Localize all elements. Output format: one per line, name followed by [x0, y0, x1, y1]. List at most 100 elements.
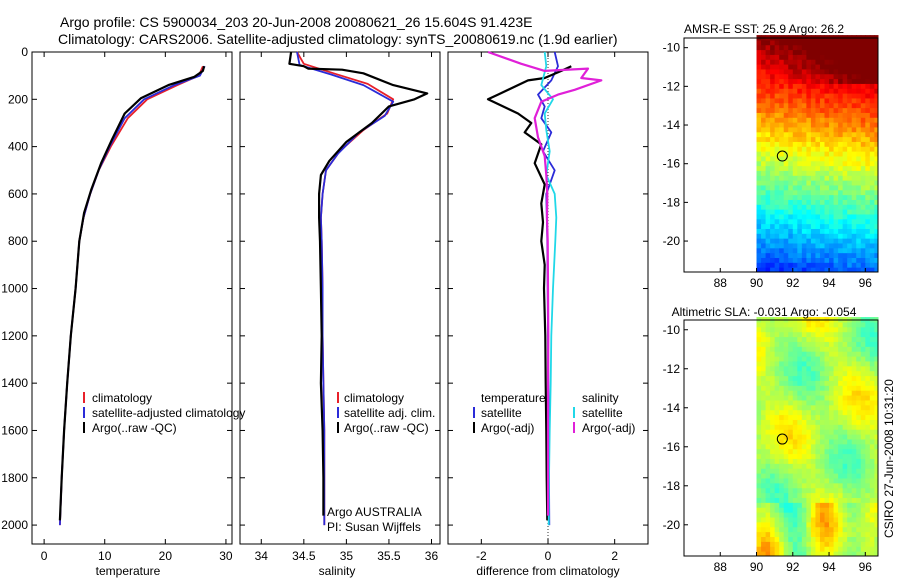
sla_map-cell: [824, 424, 830, 430]
sst_map-cell: [869, 218, 875, 225]
sst_map-cell: [774, 189, 780, 196]
sla_map-cell: [833, 346, 839, 352]
sst_map-cell: [779, 146, 785, 152]
sst_map-cell: [797, 102, 803, 109]
sst_map-cell: [756, 204, 762, 210]
sst_map-cell: [874, 83, 879, 89]
sst_map-cell: [756, 213, 762, 220]
sla_map-cell: [874, 390, 879, 396]
sst_map-cell: [806, 228, 812, 234]
sst_map-cell: [829, 223, 835, 229]
sla_map-cell: [761, 516, 767, 523]
sst_map-cell: [797, 194, 803, 200]
sla_map-cell: [833, 551, 839, 557]
sla_map-cell: [801, 448, 807, 455]
sla_map-cell: [806, 448, 812, 455]
sla_map-cell: [788, 551, 794, 557]
sst_map-cell: [774, 73, 780, 80]
sst_map-cell: [874, 59, 879, 65]
sst_map-cell: [761, 180, 767, 186]
sla_map-cell: [874, 536, 879, 542]
sla_map-cell: [761, 551, 767, 557]
sla_map-cell: [756, 502, 762, 508]
sla_map-cell: [815, 536, 821, 542]
sla_map-cell: [842, 360, 848, 367]
sst_map-cell: [833, 204, 839, 210]
sst_map-frame: [683, 37, 879, 273]
sst_map-cell: [792, 141, 798, 147]
sla_map-cell: [756, 487, 762, 494]
sst_map-cell: [810, 155, 816, 162]
sla_map-cell: [856, 321, 862, 328]
sla_map-cell: [761, 356, 767, 362]
sla_map-cell: [801, 429, 807, 435]
sst_map-cell: [810, 151, 816, 157]
sla_map-cell: [783, 551, 789, 557]
sla_map-cell: [761, 438, 767, 445]
sla_map-cell: [761, 424, 767, 430]
sla_map-cell: [824, 395, 830, 401]
sst_map-cell: [824, 49, 830, 55]
sst_map-cell: [874, 262, 879, 268]
sla_map-cell: [856, 390, 862, 396]
sla_map-cell: [770, 395, 776, 401]
sst_map-cell: [833, 112, 839, 118]
sla_map-cell: [869, 360, 875, 367]
sla_map-cell: [874, 497, 879, 503]
sla_map-cell: [869, 473, 875, 479]
sla_map-cell: [806, 516, 812, 523]
sst_map-cell: [774, 68, 780, 75]
sst_map-cell: [819, 117, 826, 123]
sla_map-cell: [779, 438, 785, 445]
sst_map-cell: [797, 170, 803, 176]
sla_map-cell: [865, 473, 871, 479]
sst_map-cell: [756, 228, 762, 234]
sst_map-cell: [833, 199, 839, 205]
sst_map-cell: [806, 262, 812, 268]
sst_map-cell: [851, 68, 857, 75]
sst_map-cell: [851, 194, 857, 200]
sla_map-cell: [765, 502, 771, 508]
sla_map-cell: [770, 536, 776, 542]
sla_map-cell: [851, 482, 857, 489]
sst_map-cell: [765, 112, 771, 118]
sst_map-cell: [838, 83, 844, 89]
sst_map-cell: [788, 68, 794, 75]
sst_map-cell: [851, 213, 857, 220]
sst_map-cell: [761, 213, 767, 220]
sst_map-cell: [810, 97, 816, 104]
sla_map-cell: [770, 546, 776, 552]
sst_map-cell: [765, 117, 771, 123]
sst_map-cell: [779, 141, 785, 147]
sst_map-cell: [797, 160, 803, 167]
legend-diff-temp-satellite: satellite: [481, 406, 522, 420]
sla_map-cell: [806, 395, 812, 401]
sst_map-cell: [842, 78, 848, 84]
sst_map-cell: [774, 64, 780, 70]
sla_map-cell: [810, 399, 816, 406]
sst_map-cell: [788, 141, 794, 147]
sst_map-cell: [806, 267, 812, 273]
sla_map-cell: [788, 448, 794, 455]
sst_map-cell: [815, 107, 821, 113]
sla_map-cell: [815, 399, 821, 406]
sst_map-cell: [783, 180, 789, 186]
sla_map-cell: [847, 492, 853, 498]
sla_map-xtick-label: 92: [786, 560, 800, 574]
sst_map-cell: [801, 189, 807, 196]
sla_map-cell: [765, 507, 771, 513]
sla_map-cell: [865, 399, 871, 406]
sst_map-cell: [765, 126, 771, 133]
sla_map-cell: [856, 502, 862, 508]
sla_map-cell: [783, 453, 789, 459]
sst_map-cell: [756, 146, 762, 152]
sst_map-cell: [847, 165, 853, 171]
sla_map-cell: [819, 390, 826, 396]
sla_map-cell: [824, 443, 830, 450]
sst_map-cell: [765, 136, 771, 142]
sst_map-cell: [779, 155, 785, 162]
sla_map-cell: [810, 551, 816, 557]
sst_map-cell: [774, 97, 780, 104]
sla_map-cell: [770, 531, 776, 537]
sla_map-cell: [847, 331, 853, 338]
